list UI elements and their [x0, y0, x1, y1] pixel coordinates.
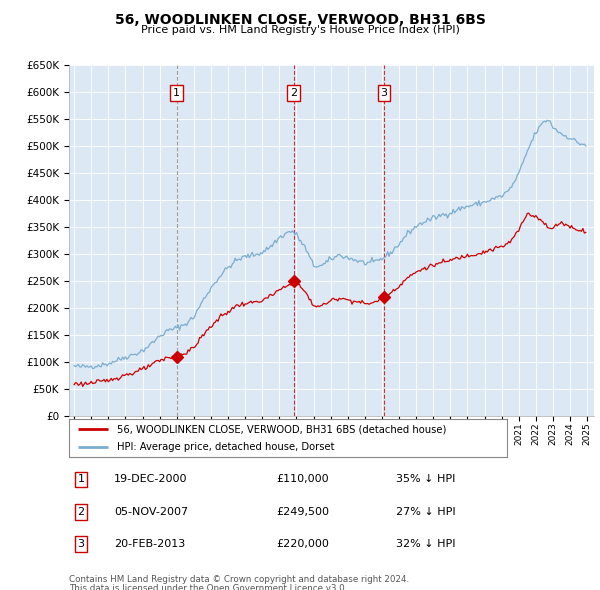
- Text: Price paid vs. HM Land Registry's House Price Index (HPI): Price paid vs. HM Land Registry's House …: [140, 25, 460, 35]
- Text: Contains HM Land Registry data © Crown copyright and database right 2024.: Contains HM Land Registry data © Crown c…: [69, 575, 409, 584]
- Text: 19-DEC-2000: 19-DEC-2000: [114, 474, 187, 484]
- Text: 56, WOODLINKEN CLOSE, VERWOOD, BH31 6BS (detached house): 56, WOODLINKEN CLOSE, VERWOOD, BH31 6BS …: [117, 424, 446, 434]
- Text: 27% ↓ HPI: 27% ↓ HPI: [396, 507, 455, 517]
- Text: 3: 3: [380, 88, 388, 98]
- Text: 56, WOODLINKEN CLOSE, VERWOOD, BH31 6BS: 56, WOODLINKEN CLOSE, VERWOOD, BH31 6BS: [115, 13, 485, 27]
- Text: HPI: Average price, detached house, Dorset: HPI: Average price, detached house, Dors…: [117, 442, 335, 452]
- Text: £110,000: £110,000: [276, 474, 329, 484]
- Text: £220,000: £220,000: [276, 539, 329, 549]
- Text: 35% ↓ HPI: 35% ↓ HPI: [396, 474, 455, 484]
- Text: £249,500: £249,500: [276, 507, 329, 517]
- Text: 2: 2: [290, 88, 297, 98]
- Text: 1: 1: [77, 474, 85, 484]
- Text: 32% ↓ HPI: 32% ↓ HPI: [396, 539, 455, 549]
- Text: 20-FEB-2013: 20-FEB-2013: [114, 539, 185, 549]
- Text: 2: 2: [77, 507, 85, 517]
- Text: 05-NOV-2007: 05-NOV-2007: [114, 507, 188, 517]
- Text: 1: 1: [173, 88, 180, 98]
- Text: 3: 3: [77, 539, 85, 549]
- Text: This data is licensed under the Open Government Licence v3.0.: This data is licensed under the Open Gov…: [69, 584, 347, 590]
